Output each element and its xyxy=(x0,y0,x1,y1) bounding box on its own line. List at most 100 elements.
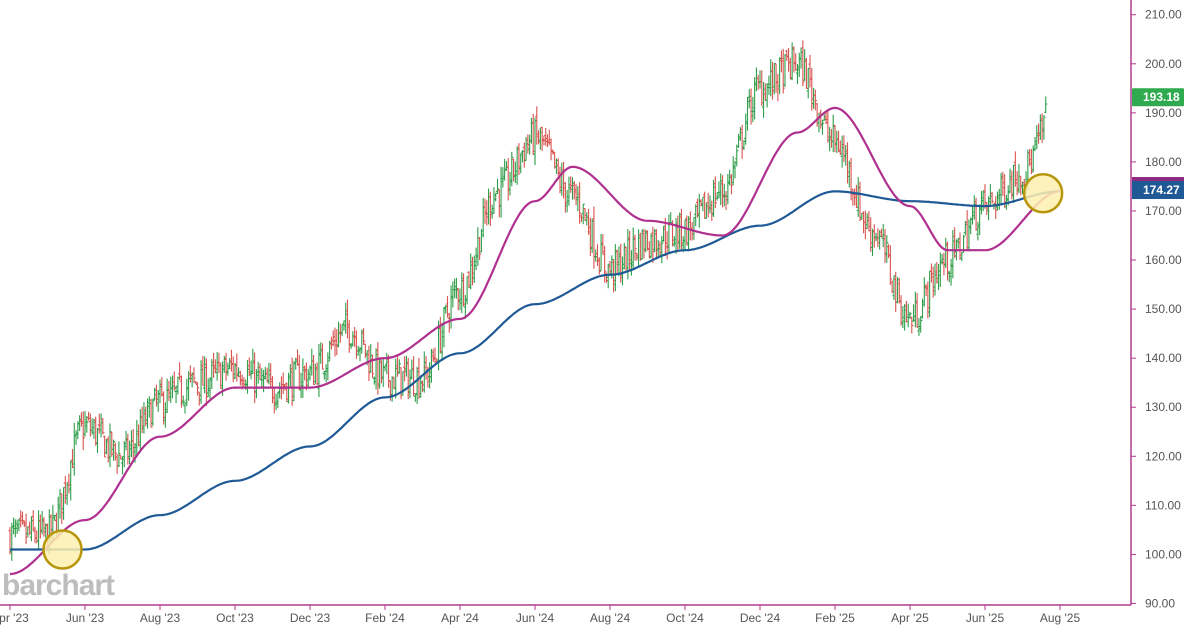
crossover-marker xyxy=(1022,172,1064,214)
ohlc-bar xyxy=(295,349,300,366)
x-tick-label: Dec '24 xyxy=(740,611,781,625)
ohlc-bar xyxy=(1028,148,1032,167)
fast-ma-tag-strip xyxy=(1132,177,1184,184)
ohlc-bar xyxy=(490,204,494,219)
ohlc-bar xyxy=(386,354,391,388)
ohlc-bar xyxy=(485,200,489,226)
ohlc-bar xyxy=(11,517,16,535)
ohlc-bar xyxy=(183,401,187,414)
ohlc-bar xyxy=(938,252,942,287)
ohlc-bar xyxy=(770,61,775,100)
ohlc-bar xyxy=(792,46,796,73)
ohlc-bar xyxy=(81,411,85,451)
ohlc-bar xyxy=(413,394,417,402)
ohlc-bar xyxy=(911,304,916,322)
ohlc-bar xyxy=(808,54,812,88)
ohlc-bar xyxy=(472,255,476,283)
ohlc-bar xyxy=(78,415,82,432)
last-price-tag: 193.18 xyxy=(1132,88,1184,107)
ohlc-bar xyxy=(492,187,496,214)
ohlc-bar xyxy=(479,229,484,253)
ohlc-bar xyxy=(853,188,857,206)
ohlc-bar xyxy=(540,126,544,151)
barchart-watermark: barchart xyxy=(2,569,115,602)
ohlc-bar xyxy=(103,435,107,458)
ohlc-bar xyxy=(910,316,914,334)
ohlc-bar xyxy=(210,359,214,390)
ohlc-bar xyxy=(408,369,412,398)
ohlc-bar xyxy=(531,113,535,155)
ohlc-bar xyxy=(794,53,798,71)
ohlc-bar xyxy=(583,208,587,221)
ohlc-bar xyxy=(1036,123,1041,144)
ohlc-bar xyxy=(315,362,319,386)
ohlc-bar xyxy=(428,362,432,389)
ohlc-bar xyxy=(615,249,619,274)
ohlc-bar xyxy=(15,519,19,535)
ohlc-bar xyxy=(1001,171,1005,197)
ohlc-bar xyxy=(942,252,946,276)
ohlc-bar xyxy=(236,367,241,377)
ohlc-bar xyxy=(101,418,105,435)
ohlc-bar xyxy=(135,419,139,455)
ohlc-bar xyxy=(772,63,776,95)
x-tick-label: Jun '25 xyxy=(966,611,1005,625)
ohlc-bar xyxy=(1035,125,1039,150)
ohlc-bar xyxy=(1008,168,1012,194)
ohlc-bar xyxy=(997,188,1001,210)
x-tick-label: Apr '24 xyxy=(441,611,479,625)
ohlc-bar xyxy=(92,418,96,439)
ohlc-bar xyxy=(22,520,26,527)
ohlc-bar xyxy=(390,376,394,402)
ohlc-bar xyxy=(176,376,180,395)
ohlc-bar xyxy=(254,369,259,399)
ohlc-bar xyxy=(201,355,205,386)
ohlc-bar xyxy=(319,342,323,364)
ohlc-bar xyxy=(567,176,571,206)
ohlc-bar xyxy=(888,245,892,285)
x-tick-label: Aug '25 xyxy=(1040,611,1081,625)
ohlc-bar xyxy=(822,114,826,121)
ohlc-bar xyxy=(115,453,119,474)
ohlc-bar xyxy=(806,67,810,99)
ohlc-bar xyxy=(929,263,934,283)
ohlc-bar xyxy=(956,237,960,249)
ohlc-bar xyxy=(501,167,505,188)
moving-average-tag: 174.27 xyxy=(1132,177,1184,200)
ohlc-bar xyxy=(760,70,764,106)
ohlc-bar xyxy=(560,162,564,196)
ohlc-bar xyxy=(399,367,403,400)
y-tick-label: 90.00 xyxy=(1145,596,1175,610)
ohlc-bar xyxy=(410,359,414,380)
ohlc-bar xyxy=(69,460,73,501)
y-tick-label: 210.00 xyxy=(1145,8,1182,22)
ohlc-bar xyxy=(117,441,121,468)
x-tick-label: Feb '24 xyxy=(365,611,405,625)
slow-moving-average-line xyxy=(10,190,1061,551)
ohlc-bar xyxy=(290,357,294,406)
ohlc-bar xyxy=(86,411,91,421)
ohlc-bar xyxy=(908,311,912,319)
y-tick-label: 160.00 xyxy=(1145,253,1182,267)
ohlc-bar xyxy=(129,430,134,458)
ohlc-bar xyxy=(731,156,735,186)
ohlc-bar xyxy=(451,281,455,308)
ohlc-bar xyxy=(304,362,309,391)
ohlc-bar xyxy=(17,518,21,532)
ohlc-bar xyxy=(374,348,378,390)
ohlc-bar xyxy=(513,161,517,184)
ohlc-bar xyxy=(301,358,305,398)
ohlc-bar xyxy=(215,351,219,381)
ohlc-bar xyxy=(561,161,566,199)
ohlc-bar xyxy=(292,360,296,402)
ohlc-bar xyxy=(644,229,648,253)
ohlc-bar xyxy=(919,316,923,333)
ohlc-bar xyxy=(520,150,525,163)
ohlc-bar xyxy=(153,387,157,401)
ohlc-bar xyxy=(163,402,167,428)
ohlc-bar xyxy=(985,202,989,216)
ohlc-bar xyxy=(944,237,948,269)
ohlc-bar xyxy=(945,241,950,281)
ohlc-bar xyxy=(335,329,339,356)
